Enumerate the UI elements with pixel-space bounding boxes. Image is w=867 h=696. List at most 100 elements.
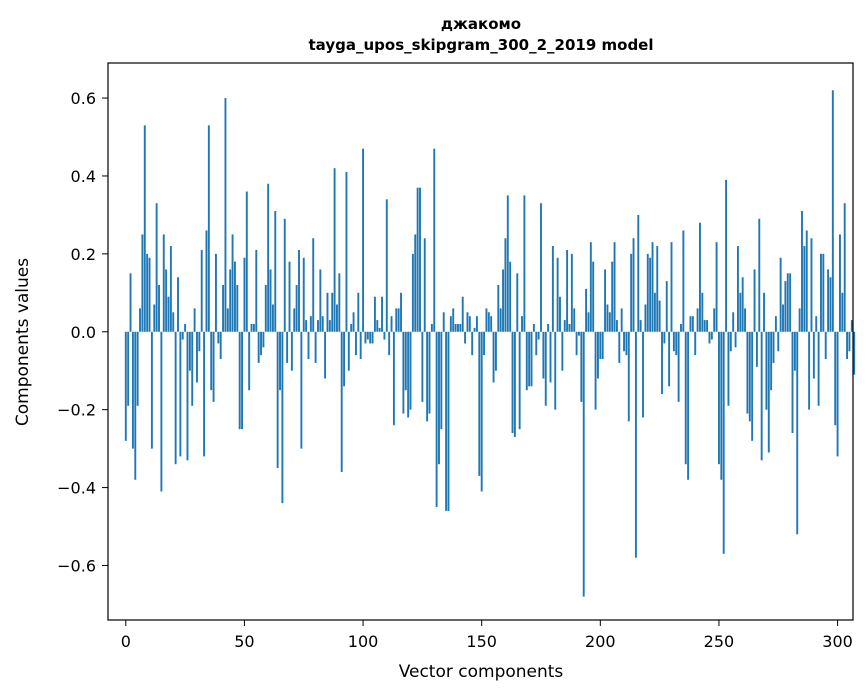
bar-298 (831, 90, 834, 332)
bar-138 (452, 308, 455, 332)
x-tick-label: 150 (466, 632, 497, 651)
bar-193 (582, 331, 585, 597)
bar-17 (165, 269, 168, 332)
plot-frame (107, 62, 854, 621)
bar-261 (744, 308, 746, 332)
bar-269 (763, 292, 765, 332)
bar-139 (454, 323, 457, 332)
bar-272 (770, 331, 773, 391)
bar-206 (613, 242, 616, 332)
x-tick-label: 0 (121, 632, 131, 651)
bar-264 (751, 331, 754, 441)
bar-132 (438, 331, 440, 465)
y-tick-label: 0.4 (71, 167, 96, 186)
x-axis-label: Vector components (399, 662, 564, 682)
bar-82 (319, 269, 322, 332)
bar-11 (150, 331, 153, 449)
bar-226 (661, 331, 663, 395)
bar-71 (293, 308, 296, 332)
bar-179 (549, 331, 552, 383)
bar-167 (521, 316, 523, 332)
bar-173 (535, 331, 538, 356)
bar-28 (191, 331, 194, 406)
bar-195 (587, 312, 590, 332)
bar-52 (248, 331, 251, 391)
bar-89 (336, 304, 338, 332)
bar-21 (174, 331, 177, 465)
bar-271 (767, 331, 770, 453)
bar-114 (395, 308, 398, 332)
bar-107 (378, 327, 381, 332)
bar-122 (414, 234, 417, 332)
bar-191 (578, 331, 580, 336)
bar-77 (307, 331, 310, 360)
bar-78 (309, 316, 312, 332)
bar-212 (627, 331, 630, 422)
bar-192 (580, 331, 583, 402)
chart-title-line2: tayga_upos_skipgram_300_2_2019 model (309, 36, 654, 54)
bar-18 (167, 296, 170, 332)
bar-95 (350, 323, 353, 332)
bar-241 (696, 308, 699, 332)
bar-34 (205, 230, 208, 332)
bar-33 (203, 331, 206, 457)
bar-230 (670, 242, 673, 332)
bar-117 (402, 331, 405, 414)
bar-262 (746, 331, 749, 414)
bar-265 (753, 269, 756, 332)
bar-113 (392, 331, 395, 426)
x-tick-label: 300 (822, 632, 853, 651)
bar-165 (516, 273, 519, 332)
bar-209 (620, 308, 623, 332)
bar-248 (713, 308, 716, 332)
bar-149 (478, 331, 481, 476)
bar-232 (675, 331, 678, 356)
bar-74 (300, 331, 303, 449)
bar-14 (158, 285, 160, 332)
bar-188 (570, 253, 573, 332)
bar-105 (373, 296, 376, 332)
y-tick-label: −0.2 (57, 401, 96, 420)
bar-281 (791, 331, 794, 434)
bar-96 (352, 312, 355, 332)
bar-260 (741, 277, 744, 332)
bar-62 (271, 304, 274, 332)
bar-127 (426, 331, 429, 422)
bar-270 (765, 331, 768, 410)
bar-294 (822, 253, 825, 332)
bar-257 (734, 331, 737, 348)
bar-214 (632, 238, 635, 332)
bar-286 (803, 246, 806, 332)
bar-65 (279, 331, 281, 391)
bar-247 (710, 331, 713, 340)
bar-108 (381, 296, 383, 332)
bar-217 (639, 320, 642, 332)
bar-180 (551, 246, 554, 332)
bar-19 (169, 246, 172, 332)
bar-140 (457, 323, 459, 332)
bar-242 (699, 222, 701, 332)
bar-154 (490, 316, 493, 332)
bar-51 (245, 191, 248, 332)
bar-102 (366, 331, 369, 340)
bar-25 (184, 323, 187, 332)
bar-12 (153, 304, 156, 332)
bar-224 (656, 246, 659, 332)
bar-9 (146, 253, 149, 332)
bar-46 (233, 261, 236, 332)
bar-290 (812, 331, 815, 379)
bar-169 (525, 331, 528, 391)
bar-306 (850, 320, 853, 332)
bar-83 (321, 316, 324, 332)
bar-58 (262, 331, 265, 348)
bar-1 (127, 331, 130, 406)
bar-285 (801, 211, 803, 332)
bar-7 (141, 234, 144, 332)
bar-189 (573, 308, 576, 332)
bar-211 (625, 331, 628, 356)
bar-92 (343, 331, 346, 387)
bar-208 (618, 331, 621, 363)
bar-256 (732, 312, 735, 332)
y-tick-label: −0.4 (57, 479, 96, 498)
bar-305 (848, 331, 851, 352)
